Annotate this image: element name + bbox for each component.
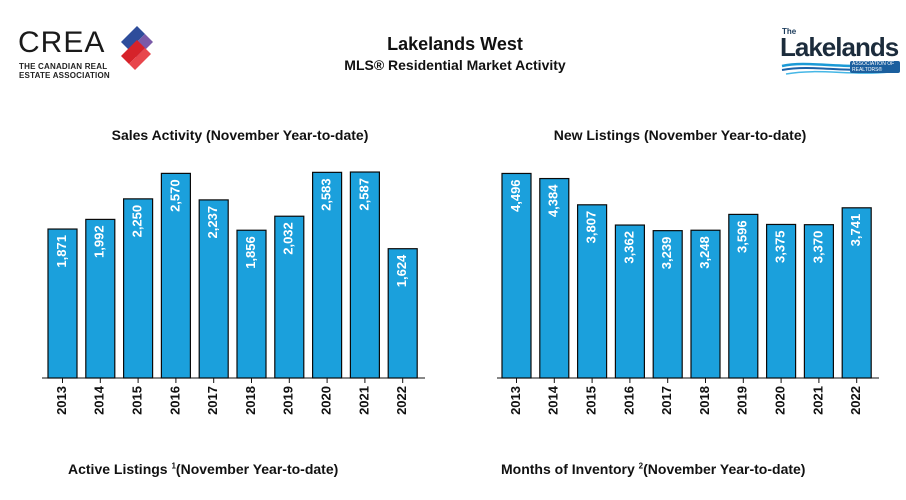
listings-data-label: 3,239	[659, 237, 674, 270]
active-listings-title: Active Listings 1(November Year-to-date)	[68, 461, 339, 477]
sales-data-label: 1,871	[54, 235, 69, 268]
listings-data-label: 3,596	[735, 220, 750, 253]
sales-bar	[349, 171, 380, 379]
sales-data-label: 1,856	[243, 236, 258, 269]
listings-bar	[501, 172, 532, 379]
listings-tick-label: 2014	[546, 385, 561, 415]
listings-bar	[652, 230, 683, 379]
sales-data-label: 2,587	[356, 178, 371, 211]
listings-data-label: 3,370	[810, 231, 825, 264]
listings-tick-label: 2015	[584, 386, 599, 415]
listings-data-label: 4,384	[546, 184, 561, 217]
listings-data-label: 4,496	[508, 179, 523, 212]
page-subtitle: MLS® Residential Market Activity	[344, 57, 566, 73]
listings-tick-label: 2017	[659, 386, 674, 415]
crea-diamond-icon	[121, 26, 153, 70]
listings-bar	[576, 204, 608, 379]
crea-logo-text: CREA	[18, 26, 106, 59]
sales-data-label: 1,992	[92, 225, 107, 258]
listings-data-label: 3,375	[773, 230, 788, 263]
page-title: Lakelands West	[387, 34, 523, 54]
listings-bar	[728, 213, 759, 379]
listings-tick-label: 2022	[848, 386, 863, 415]
lakelands-logo-tag: ASSOCIATION OF REALTORS®	[850, 61, 900, 73]
sales-data-label: 2,583	[319, 178, 334, 211]
listings-bar	[765, 223, 797, 379]
listings-chart-title: New Listings (November Year-to-date)	[553, 127, 807, 143]
sales-bar	[236, 229, 267, 379]
report-header: Lakelands West MLS® Residential Market A…	[250, 34, 660, 73]
listings-data-label: 3,807	[584, 211, 599, 244]
sales-tick-label: 2019	[281, 386, 296, 415]
sales-data-label: 2,570	[167, 179, 182, 212]
sales-data-label: 2,250	[130, 205, 145, 238]
sales-bar	[47, 228, 78, 379]
sales-tick-label: 2015	[130, 386, 145, 415]
sales-tick-label: 2021	[356, 386, 371, 415]
listings-data-label: 3,248	[697, 236, 712, 269]
sales-data-label: 1,624	[394, 254, 409, 287]
listings-bar	[690, 229, 721, 379]
listings-tick-label: 2020	[773, 386, 788, 415]
listings-bar	[841, 207, 872, 379]
listings-bar	[614, 224, 646, 379]
listings-tick-label: 2016	[621, 386, 636, 415]
crea-logo: CREA THE CANADIAN REAL ESTATE ASSOCIATIO…	[18, 26, 168, 86]
sales-tick-label: 2022	[394, 386, 409, 415]
listings-bar	[803, 224, 835, 379]
listings-tick-label: 2013	[508, 386, 523, 415]
listings-tick-label: 2021	[810, 386, 825, 415]
bar-charts: 1,871 2013 1,992 2014 2,250 2015 2,570 2016 2,23…	[42, 171, 879, 415]
lakelands-logo: The Lakelands ASSOCIATION OF REALTORS®	[780, 27, 900, 78]
listings-bar	[539, 177, 570, 379]
months-inventory-title: Months of Inventory 2(November Year-to-d…	[501, 461, 806, 477]
listings-tick-label: 2018	[697, 386, 712, 415]
sales-bar	[160, 172, 191, 379]
listings-data-label: 3,741	[848, 214, 863, 247]
lakelands-logo-small: The	[782, 27, 797, 36]
sales-tick-label: 2018	[243, 386, 258, 415]
sales-tick-label: 2017	[205, 386, 220, 415]
sales-tick-label: 2016	[167, 386, 182, 415]
sales-bar	[312, 171, 343, 379]
lakelands-logo-text: Lakelands	[780, 32, 899, 62]
sales-data-label: 2,032	[281, 222, 296, 255]
sales-tick-label: 2014	[92, 385, 107, 415]
crea-tagline: THE CANADIAN REAL ESTATE ASSOCIATION	[19, 62, 110, 80]
listings-data-label: 3,362	[621, 231, 636, 264]
listings-tick-label: 2019	[735, 386, 750, 415]
sales-bar	[198, 199, 229, 379]
sales-tick-label: 2013	[54, 386, 69, 415]
sales-bar	[387, 248, 418, 379]
sales-data-label: 2,237	[205, 206, 220, 239]
sales-tick-label: 2020	[319, 386, 334, 415]
sales-chart-title: Sales Activity (November Year-to-date)	[111, 127, 369, 143]
